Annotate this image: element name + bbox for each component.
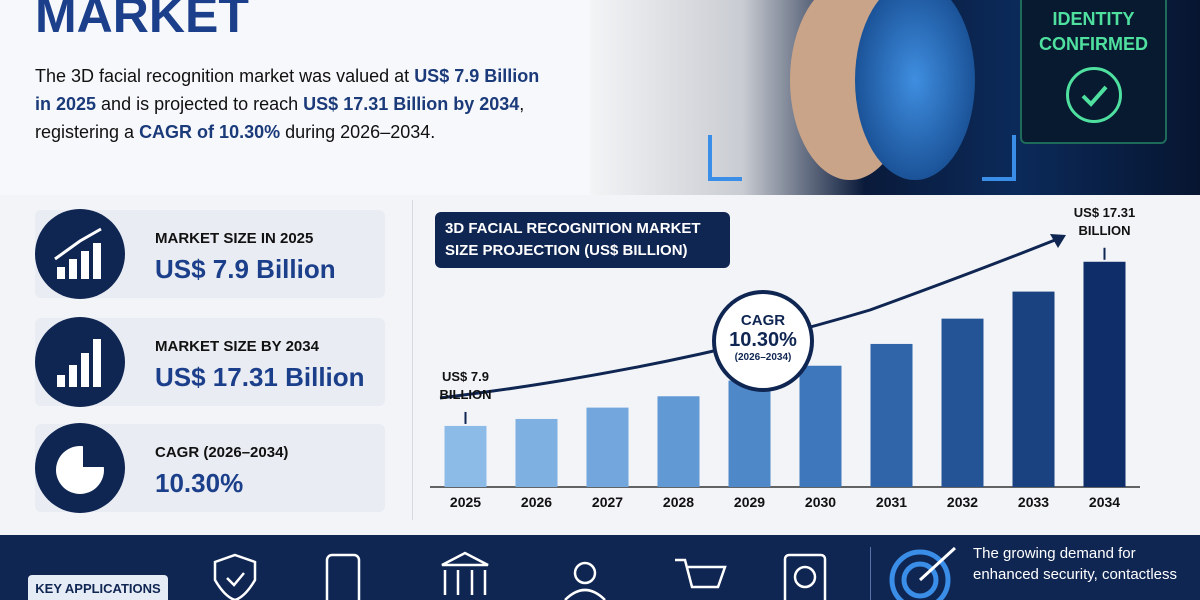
value-label: US$ 7.9 BILLION — [439, 368, 492, 402]
x-tick-label: 2028 — [663, 494, 694, 510]
cagr-period: (2026–2034) — [734, 352, 792, 363]
frame-corner — [708, 135, 742, 181]
check — [1081, 85, 1108, 107]
cagr-label: CAGR — [740, 312, 786, 329]
x-tick-label: 2026 — [521, 494, 552, 510]
bar — [586, 407, 629, 487]
x-tick-label: 2032 — [947, 494, 978, 510]
bar — [941, 318, 984, 487]
trend-arrow — [439, 236, 1061, 400]
chart-title: 3D FACIAL RECOGNITION MARKET SIZE PROJEC… — [435, 212, 730, 268]
intro-segment: US$ 7.9 Billion in 2025 — [35, 66, 540, 114]
app-icons — [213, 551, 827, 600]
target-icon — [889, 546, 957, 600]
photo: IDENTITY CONFIRMED — [590, 0, 1200, 195]
bar — [444, 425, 487, 487]
x-tick-label: 2034 — [1089, 494, 1120, 510]
intro-segment: The 3D facial recognition market was val… — [35, 66, 415, 86]
bar — [870, 343, 913, 487]
face-scan — [855, 0, 975, 180]
x-tick-label: 2029 — [734, 494, 765, 510]
bar — [799, 365, 842, 487]
arrow-head — [1050, 234, 1066, 248]
footer: KEY APPLICATIONS The growing demand for … — [0, 535, 1200, 600]
card-label: MARKET SIZE IN 2025 — [155, 230, 314, 247]
key-label: KEY APPLICATIONS — [28, 575, 168, 600]
x-tick-label: 2025 — [450, 494, 481, 510]
check-icon — [1066, 67, 1122, 123]
divider — [870, 547, 871, 600]
intro-text: The 3D facial recognition market was val… — [35, 62, 555, 146]
x-tick-label: 2027 — [592, 494, 623, 510]
card-value: US$ 17.31 Billion — [155, 362, 365, 392]
intro-segment: during 2026–2034. — [280, 122, 436, 142]
intro-segment: and is projected to reach — [96, 94, 304, 114]
card-value: US$ 7.9 Billion — [155, 254, 336, 284]
card: MARKET SIZE IN 2025 US$ 7.9 Billion — [35, 209, 385, 299]
intro-segment: CAGR of 10.30% — [139, 122, 281, 142]
card: MARKET SIZE BY 2034 US$ 17.31 Billion — [35, 317, 385, 407]
identity-badge: IDENTITY CONFIRMED — [1020, 0, 1167, 144]
x-tick-label: 2030 — [805, 494, 836, 510]
bar — [728, 380, 771, 487]
footer-text: The growing demand for enhanced security… — [973, 545, 1178, 583]
x-tick-label: 2033 — [1018, 494, 1049, 510]
chart: 2025 2026 2027 2028 2029 2030 2031 2032 2033 2034 — [430, 234, 1140, 510]
header-bg — [0, 0, 600, 195]
icon — [35, 317, 125, 407]
cagr-value: 10.30% — [729, 329, 797, 351]
bar — [1012, 291, 1055, 487]
card-label: MARKET SIZE BY 2034 — [155, 338, 319, 355]
badge-text: IDENTITY CONFIRMED — [1039, 9, 1148, 54]
frame-corner — [982, 135, 1016, 181]
divider — [412, 200, 413, 520]
cagr-badge: CAGR 10.30% (2026–2034) — [712, 290, 814, 392]
bar — [657, 396, 700, 487]
intro-segment: , registering a — [35, 94, 525, 142]
bar — [1083, 261, 1126, 487]
intro-segment: US$ 17.31 Billion by 2034 — [303, 94, 520, 114]
card-label: CAGR (2026–2034) — [155, 444, 289, 461]
icon — [35, 423, 125, 513]
x-tick-label: 2031 — [876, 494, 907, 510]
icon — [35, 209, 125, 299]
value-label: US$ 17.31 BILLION — [1073, 204, 1136, 238]
bar — [515, 418, 558, 487]
card-value: 10.30% — [155, 468, 244, 498]
title: MARKET — [35, 0, 249, 43]
card: CAGR (2026–2034) 10.30% — [35, 423, 385, 513]
